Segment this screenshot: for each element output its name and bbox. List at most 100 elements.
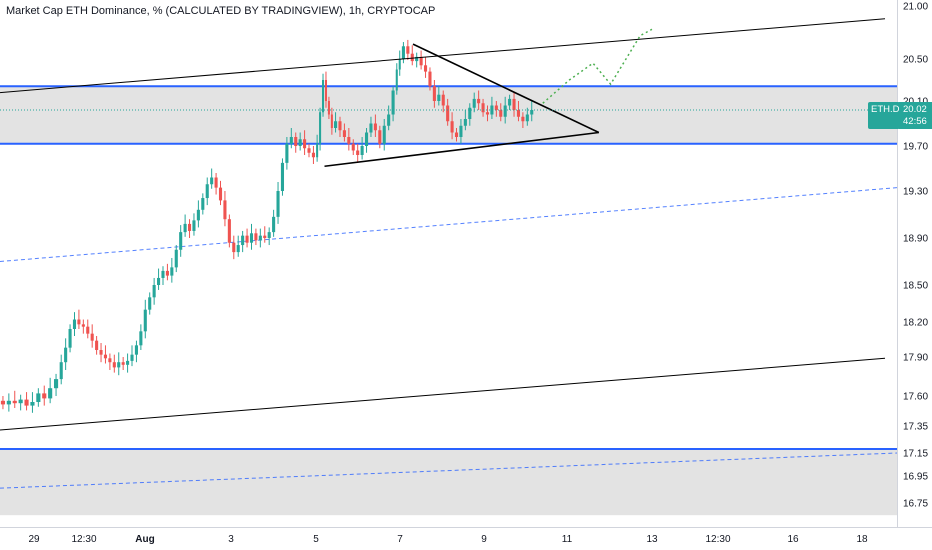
candle-body[interactable] [18,399,23,404]
candle-body[interactable] [112,362,116,368]
candle-body[interactable] [450,121,454,133]
candle-body[interactable] [459,125,463,137]
candle-body[interactable] [303,139,307,149]
candle-body[interactable] [48,388,53,399]
candle-body[interactable] [319,112,322,144]
channel-trendline[interactable] [0,18,886,94]
candle-body[interactable] [196,209,200,221]
candle-body[interactable] [86,326,90,334]
candle-body[interactable] [170,267,174,276]
candle-body[interactable] [108,358,112,363]
candle-body[interactable] [324,80,328,101]
candle-body[interactable] [227,219,231,243]
candle-body[interactable] [437,94,441,101]
candle-body[interactable] [103,354,108,359]
candle-body[interactable] [530,110,534,115]
candle-body[interactable] [77,319,81,325]
candle-body[interactable] [369,123,373,133]
candle-body[interactable] [192,220,196,231]
candle-body[interactable] [406,46,410,54]
candle-body[interactable] [263,235,267,238]
candle-body[interactable] [382,125,386,144]
candle-body[interactable] [187,223,192,231]
candle-body[interactable] [148,297,152,310]
candle-body[interactable] [441,94,445,106]
candle-body[interactable] [508,98,512,106]
candle-body[interactable] [90,333,94,341]
candle-body[interactable] [223,200,227,220]
candle-body[interactable] [81,324,85,327]
candle-body[interactable] [289,137,293,144]
triangle-trendline[interactable] [412,43,600,134]
candle-body[interactable] [99,350,103,355]
candle-body[interactable] [236,245,240,253]
candle-body[interactable] [316,143,319,158]
candle-body[interactable] [428,71,432,87]
price-badge[interactable] [868,102,900,129]
candle-body[interactable] [481,103,485,113]
candle-body[interactable] [254,233,258,241]
candle-body[interactable] [267,232,271,238]
candle-body[interactable] [327,101,330,115]
candle-body[interactable] [280,162,285,191]
candle-body[interactable] [161,270,165,278]
candle-body[interactable] [130,354,134,361]
candle-body[interactable] [454,132,459,138]
candle-body[interactable] [463,119,467,126]
candle-body[interactable] [423,65,428,72]
candle-body[interactable] [276,191,280,217]
triangle-trendline[interactable] [324,131,599,168]
candle-body[interactable] [59,362,63,380]
candle-body[interactable] [42,393,47,399]
candle-body[interactable] [490,105,494,115]
candle-body[interactable] [525,114,529,122]
candle-body[interactable] [249,233,254,243]
candle-body[interactable] [183,223,187,233]
candle-body[interactable] [241,235,245,246]
candle-body[interactable] [72,319,77,329]
candle-body[interactable] [499,110,503,117]
candle-body[interactable] [12,400,17,404]
candle-body[interactable] [258,235,262,241]
candle-body[interactable] [179,232,183,250]
candle-body[interactable] [134,345,138,355]
candle-body[interactable] [218,187,223,201]
candle-body[interactable] [174,249,178,268]
candle-body[interactable] [419,56,423,66]
candle-body[interactable] [64,347,68,363]
candle-body[interactable] [347,137,351,144]
candle-body[interactable] [311,152,315,158]
candle-body[interactable] [446,105,450,122]
candle-body[interactable] [472,98,476,108]
candle-body[interactable] [126,360,130,365]
candle-body[interactable] [485,112,490,115]
candle-body[interactable] [68,329,72,348]
candle-body[interactable] [410,53,414,62]
candle-body[interactable] [53,379,59,389]
candle-body[interactable] [494,105,498,111]
candle-body[interactable] [321,80,325,113]
candle-body[interactable] [6,400,11,405]
candle-body[interactable] [516,110,521,117]
candle-body[interactable] [512,98,516,110]
candle-body[interactable] [432,86,436,101]
channel-trendline[interactable] [0,357,886,431]
candle-body[interactable] [210,177,214,185]
candle-body[interactable] [338,121,342,131]
candle-body[interactable] [356,150,360,156]
candle-body[interactable] [272,216,276,233]
candle-body[interactable] [334,121,338,128]
candle-body[interactable] [477,98,481,104]
candle-body[interactable] [143,309,147,332]
candle-body[interactable] [342,130,346,137]
candle-body[interactable] [387,114,391,126]
candle-body[interactable] [245,235,249,243]
candle-body[interactable] [360,146,364,155]
candle-body[interactable] [0,400,6,405]
candle-body[interactable] [214,177,218,188]
candle-body[interactable] [415,56,419,62]
candle-body[interactable] [152,285,156,298]
candle-body[interactable] [36,393,41,402]
candle-body[interactable] [121,362,125,365]
